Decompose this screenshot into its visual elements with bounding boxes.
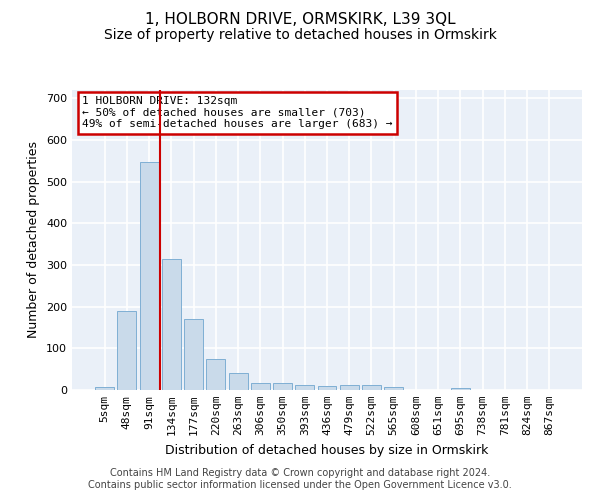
X-axis label: Distribution of detached houses by size in Ormskirk: Distribution of detached houses by size …	[166, 444, 488, 456]
Bar	[362, 385, 381, 390]
Text: Contains HM Land Registry data © Crown copyright and database right 2024.
Contai: Contains HM Land Registry data © Crown c…	[88, 468, 512, 490]
Bar	[162, 259, 181, 390]
Bar	[118, 311, 136, 390]
Bar	[229, 374, 248, 390]
Text: Size of property relative to detached houses in Ormskirk: Size of property relative to detached ho…	[104, 28, 496, 42]
Bar	[184, 319, 203, 390]
Bar	[206, 359, 225, 390]
Bar	[95, 386, 114, 390]
Bar	[140, 162, 158, 390]
Bar	[251, 382, 270, 390]
Bar	[295, 385, 314, 390]
Bar	[384, 386, 403, 390]
Bar	[273, 382, 292, 390]
Bar	[340, 385, 359, 390]
Bar	[451, 388, 470, 390]
Text: 1, HOLBORN DRIVE, ORMSKIRK, L39 3QL: 1, HOLBORN DRIVE, ORMSKIRK, L39 3QL	[145, 12, 455, 28]
Bar	[317, 386, 337, 390]
Text: 1 HOLBORN DRIVE: 132sqm
← 50% of detached houses are smaller (703)
49% of semi-d: 1 HOLBORN DRIVE: 132sqm ← 50% of detache…	[82, 96, 392, 129]
Y-axis label: Number of detached properties: Number of detached properties	[28, 142, 40, 338]
